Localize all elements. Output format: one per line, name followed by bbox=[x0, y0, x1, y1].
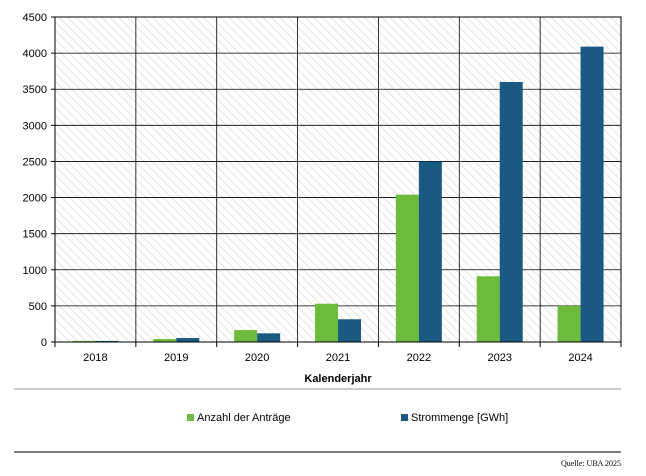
y-tick-label: 2000 bbox=[23, 193, 47, 205]
bar-series-1 bbox=[234, 330, 258, 342]
x-tick-label: 2021 bbox=[326, 352, 350, 364]
x-axis-ticks: 2018 2019 2020 2021 2022 2023 2024 bbox=[54, 342, 622, 364]
y-tick-label: 4000 bbox=[23, 48, 47, 60]
bar-series-2 bbox=[418, 161, 442, 342]
bar-series-2 bbox=[580, 46, 604, 342]
y-tick-label: 4500 bbox=[23, 12, 47, 24]
y-tick-label: 2500 bbox=[23, 156, 47, 168]
legend-label: Strommenge [GWh] bbox=[411, 412, 508, 424]
grid-layer bbox=[55, 17, 621, 342]
bar-series-2 bbox=[257, 333, 281, 342]
x-tick-label: 2022 bbox=[407, 352, 431, 364]
legend: Anzahl der Anträge Strommenge [GWh] bbox=[187, 412, 508, 424]
bar-series-2 bbox=[95, 340, 119, 342]
bar-series-2 bbox=[176, 338, 200, 342]
bar-series-2 bbox=[499, 82, 523, 342]
bar-series-1 bbox=[153, 339, 177, 342]
y-tick-label: 1000 bbox=[23, 265, 47, 277]
bar-series-1 bbox=[315, 303, 338, 342]
x-tick-label: 2018 bbox=[83, 352, 107, 364]
y-tick-label: 1500 bbox=[23, 229, 47, 241]
y-axis-ticks: 0 500 1000 1500 2000 2500 3000 3500 4000 4500 bbox=[23, 12, 55, 349]
x-axis-title: Kalenderjahr bbox=[304, 373, 372, 385]
bar-layer bbox=[72, 46, 604, 342]
bar-series-1 bbox=[72, 340, 96, 342]
bar-series-1 bbox=[476, 276, 500, 342]
legend-swatch bbox=[401, 414, 408, 421]
legend-label: Anzahl der Anträge bbox=[197, 412, 291, 424]
y-tick-label: 3500 bbox=[23, 84, 47, 96]
bar-series-1 bbox=[557, 305, 581, 342]
x-tick-label: 2024 bbox=[568, 352, 592, 364]
plot-frame bbox=[54, 16, 622, 343]
x-tick-label: 2020 bbox=[245, 352, 269, 364]
x-tick-label: 2023 bbox=[487, 352, 511, 364]
legend-swatch bbox=[187, 414, 194, 421]
y-tick-label: 500 bbox=[29, 301, 47, 313]
source-note: Quelle: UBA 2025 bbox=[561, 459, 621, 468]
x-tick-label: 2019 bbox=[164, 352, 188, 364]
y-tick-label: 3000 bbox=[23, 120, 47, 132]
plot-background bbox=[55, 17, 621, 342]
bar-series-1 bbox=[395, 194, 419, 342]
y-tick-label: 0 bbox=[41, 337, 47, 349]
bar-series-2 bbox=[338, 319, 361, 342]
